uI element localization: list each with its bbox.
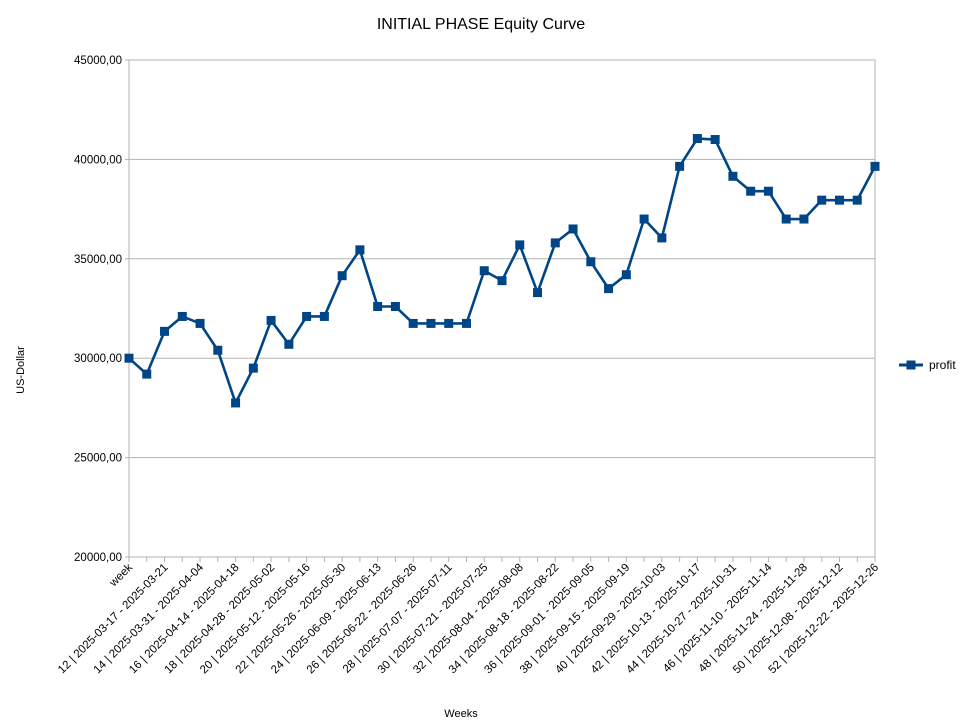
data-point — [373, 302, 383, 312]
data-point — [355, 245, 365, 255]
data-point — [160, 326, 170, 336]
data-point — [870, 161, 880, 171]
data-point — [266, 315, 276, 325]
data-point — [550, 238, 560, 248]
plot-area — [128, 59, 876, 558]
data-point — [284, 339, 294, 349]
data-point — [426, 318, 436, 328]
data-point — [746, 186, 756, 196]
y-tick-label: 25000,00 — [74, 453, 122, 465]
legend-label: profit — [929, 358, 956, 372]
y-axis-title: US-Dollar — [15, 346, 27, 394]
data-point — [444, 318, 454, 328]
data-point — [177, 311, 187, 321]
data-point — [515, 240, 525, 250]
data-point — [657, 233, 667, 243]
series-profit — [124, 134, 880, 408]
data-point — [124, 353, 134, 363]
data-point — [675, 161, 685, 171]
data-point — [834, 195, 844, 205]
data-point — [604, 284, 614, 294]
data-point — [195, 318, 205, 328]
y-tick-label: 30000,00 — [74, 353, 122, 365]
data-point — [817, 195, 827, 205]
y-tick-label: 40000,00 — [74, 154, 122, 166]
data-point — [479, 266, 489, 276]
data-point — [408, 318, 418, 328]
y-axis-ticks: 20000,00 25000,00 30000,00 35000,00 40000,00… — [74, 55, 129, 564]
data-point — [231, 398, 241, 408]
data-point — [533, 288, 543, 298]
data-point — [621, 270, 631, 280]
data-point — [248, 363, 258, 373]
data-point — [461, 318, 471, 328]
x-axis-title: Weeks — [444, 708, 478, 720]
data-point — [586, 257, 596, 267]
y-tick-label: 45000,00 — [74, 55, 122, 67]
data-point — [319, 311, 329, 321]
data-point — [568, 224, 578, 234]
data-point — [142, 369, 152, 379]
data-point — [302, 311, 312, 321]
data-point — [337, 271, 347, 281]
data-point — [852, 195, 862, 205]
y-tick-label: 20000,00 — [74, 552, 122, 564]
data-point — [763, 186, 773, 196]
data-point — [639, 214, 649, 224]
data-point — [799, 214, 809, 224]
y-tick-label: 35000,00 — [74, 254, 122, 266]
chart-title: INITIAL PHASE Equity Curve — [377, 16, 585, 33]
data-point — [213, 345, 223, 355]
data-point — [781, 214, 791, 224]
data-point — [390, 302, 400, 312]
grid-lines — [129, 158, 875, 459]
legend-marker — [906, 360, 916, 370]
data-point — [692, 134, 702, 144]
data-point — [728, 171, 738, 181]
data-point — [710, 135, 720, 145]
data-point — [497, 276, 507, 286]
x-tick-label: week — [107, 561, 135, 589]
legend: profit — [899, 358, 956, 372]
